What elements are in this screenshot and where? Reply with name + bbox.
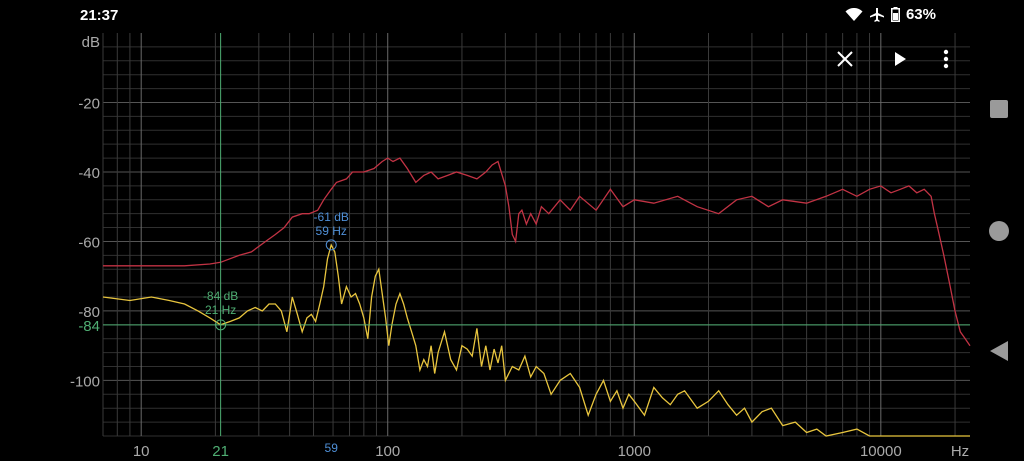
status-time: 21:37 [80, 7, 119, 24]
peak-marker [325, 239, 337, 251]
y-axis-unit-label: dB [82, 34, 100, 51]
recents-icon [990, 100, 1008, 118]
back-button[interactable] [984, 336, 1014, 366]
close-button[interactable] [830, 44, 860, 74]
airplane-icon [869, 7, 885, 23]
grid-lines [102, 33, 970, 437]
cursor-db-axis-label: -84 [78, 318, 100, 335]
home-icon [989, 221, 1009, 241]
more-options-button[interactable] [931, 44, 961, 74]
x-tick-label: 10 [133, 443, 150, 460]
cursor-marker [215, 319, 227, 331]
status-icons: 63% [845, 6, 936, 23]
status-bar: 21:37 63% [0, 0, 1024, 32]
more-vert-icon [943, 49, 949, 69]
peak-db-annotation: -61 dB [314, 210, 349, 224]
peak-freq-axis-label: 59 [325, 441, 339, 455]
peak-hz-annotation: 59 Hz [316, 224, 347, 238]
cursor-hz-annotation: 21 Hz [205, 303, 236, 317]
back-icon [990, 341, 1008, 361]
current-spectrum-series-line [102, 243, 970, 437]
x-tick-label: 1000 [618, 443, 651, 460]
home-button[interactable] [984, 216, 1014, 246]
cursor-freq-axis-label: 21 [212, 443, 229, 460]
wifi-icon [845, 7, 863, 22]
y-tick-label: -80 [78, 304, 100, 321]
navigation-bar [974, 0, 1024, 461]
battery-icon [890, 7, 900, 22]
spectrum-plot[interactable]: dB -20 -40 -60 -80 -100 10 100 1000 10000 Hz -84 dB… [0, 0, 975, 461]
close-icon [837, 51, 853, 67]
play-icon [895, 52, 906, 66]
cursor-db-annotation: -84 dB [203, 289, 238, 303]
spectrum-chart[interactable]: dB -20 -40 -60 -80 -100 10 100 1000 10000 Hz -84 dB… [0, 0, 975, 461]
recents-button[interactable] [984, 94, 1014, 124]
y-tick-label: -100 [70, 373, 100, 390]
y-tick-label: -60 [78, 234, 100, 251]
x-tick-label: 100 [375, 443, 400, 460]
battery-percent: 63% [905, 6, 936, 23]
y-tick-label: -40 [78, 165, 100, 182]
x-axis-unit-label: Hz [951, 443, 969, 460]
peak-hold-series-line [103, 157, 971, 347]
play-button[interactable] [885, 44, 915, 74]
x-tick-label: 10000 [860, 443, 902, 460]
y-tick-label: -20 [78, 95, 100, 112]
